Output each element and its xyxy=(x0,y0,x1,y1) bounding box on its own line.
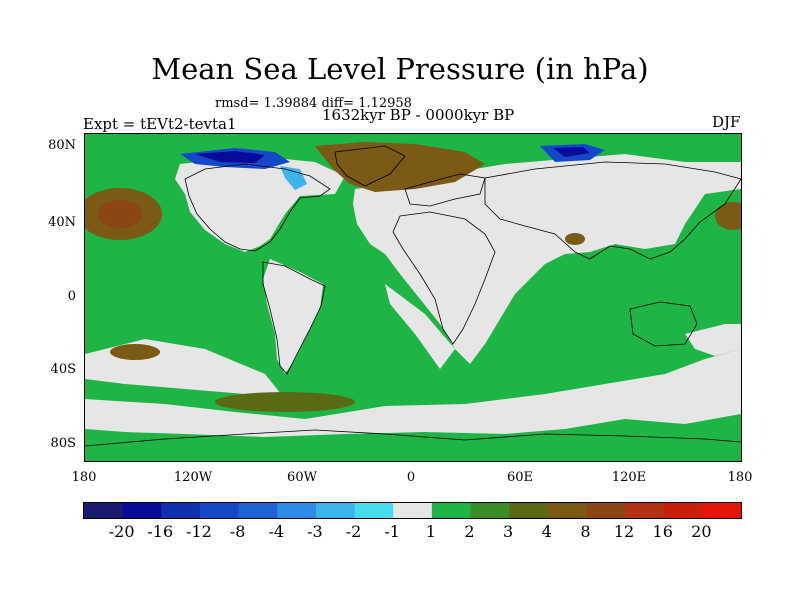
y-tick-0: 0 xyxy=(67,289,76,304)
colorbar-swatch xyxy=(84,503,124,518)
x-tick-120e: 120E xyxy=(611,470,647,485)
colorbar-swatch xyxy=(586,503,626,518)
x-tick-60e: 60E xyxy=(506,470,534,485)
colorbar-label: -3 xyxy=(307,522,323,541)
colorbar-swatch xyxy=(354,503,394,518)
colorbar-swatch xyxy=(122,503,163,518)
coastline-antarctica xyxy=(85,429,741,447)
colorbar-label: 8 xyxy=(580,522,591,541)
colorbar-swatch xyxy=(547,503,588,518)
experiment-label: Expt = tEVt2-tevta1 xyxy=(83,115,237,133)
colorbar-label: -8 xyxy=(229,522,246,541)
colorbar-label: 1 xyxy=(425,522,436,541)
anomaly-arctic-brown xyxy=(315,142,485,192)
region-australia-east xyxy=(685,324,741,356)
colorbar-swatch xyxy=(663,503,704,518)
colorbar-swatch xyxy=(702,503,741,518)
colorbar-swatch xyxy=(199,503,240,518)
y-tick-80n: 80N xyxy=(48,138,76,153)
anomaly-siberia-core xyxy=(553,147,590,157)
coastline-north-america xyxy=(184,163,331,252)
colorbar-swatch xyxy=(277,503,317,518)
colorbar-swatch xyxy=(509,503,549,518)
colorbar-swatch xyxy=(315,503,356,518)
colorbar-label: 2 xyxy=(464,522,475,541)
colorbar-label: 4 xyxy=(541,522,552,541)
region-southern-ocean-patches xyxy=(85,349,741,437)
x-tick-0: 0 xyxy=(406,470,416,485)
x-tick-180e: 180 xyxy=(727,470,753,485)
anomaly-greenland-light xyxy=(280,166,307,190)
coastline-south-america xyxy=(262,261,326,375)
anomaly-north-pacific-east xyxy=(715,202,741,230)
anomaly-north-pacific-core xyxy=(98,200,142,228)
rmsd-diff-stats: rmsd= 1.39884 diff= 1.12958 xyxy=(215,96,412,111)
anomaly-canada-core xyxy=(195,151,265,163)
region-south-atlantic-band xyxy=(385,284,455,369)
x-tick-120w: 120W xyxy=(173,470,213,485)
coastline-greenland xyxy=(334,145,406,187)
colorbar-swatch xyxy=(238,503,279,518)
y-tick-80s: 80S xyxy=(50,436,76,451)
x-tick-180w: 180 xyxy=(71,470,97,485)
y-tick-40n: 40N xyxy=(48,215,76,230)
x-tick-60w: 60W xyxy=(287,470,317,485)
coastline-australia xyxy=(629,301,698,347)
region-central-asia xyxy=(525,189,655,234)
colorbar-label: -4 xyxy=(268,522,285,541)
colorbar-swatch xyxy=(431,503,472,518)
colorbar-label: -20 xyxy=(108,522,135,541)
colorbar-label: 12 xyxy=(613,522,635,541)
coastline-africa xyxy=(392,211,496,345)
anomaly-south-pacific-brown xyxy=(110,344,160,360)
colorbar-label: 20 xyxy=(691,522,712,541)
season-label: DJF xyxy=(712,113,741,131)
colorbar-swatch xyxy=(161,503,201,518)
colorbar-swatch xyxy=(470,503,510,518)
coastline-europe xyxy=(404,173,486,207)
coastlines xyxy=(85,145,741,447)
colorbar-label: -12 xyxy=(186,522,212,541)
colorbar-label: -2 xyxy=(345,522,362,541)
colorbar-label: -1 xyxy=(384,522,400,541)
y-tick-40s: 40S xyxy=(50,362,76,377)
plot-title: Mean Sea Level Pressure (in hPa) xyxy=(151,52,649,86)
coastline-asia xyxy=(484,161,741,260)
colorbar-swatch xyxy=(625,503,665,518)
colorbar-swatch xyxy=(393,503,433,518)
colorbar-label: 16 xyxy=(652,522,673,541)
colorbar-label: 3 xyxy=(503,522,514,541)
colorbar-label: -16 xyxy=(147,522,174,541)
colorbar xyxy=(83,502,742,519)
anomaly-southern-ocean-brown xyxy=(215,392,355,412)
anomaly-asia-brown xyxy=(565,233,585,245)
pressure-map xyxy=(84,133,742,462)
time-period-label: 1632kyr BP - 0000kyr BP xyxy=(322,106,515,124)
